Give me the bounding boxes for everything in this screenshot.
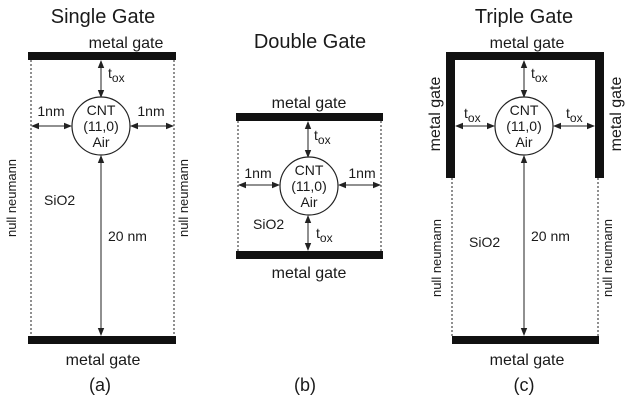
panel-c-cnt-core: Air (515, 134, 532, 150)
panel-a-right-spacing-label: 1nm (137, 103, 164, 119)
panel-a-top-metal-gate (28, 52, 176, 60)
panel-b: Double Gate metal gate metal gate tox 1n… (236, 31, 383, 395)
panel-c-cnt-label: CNT (510, 102, 539, 118)
panel-c-height-label: 20 nm (531, 228, 570, 244)
panel-b-oxide-label: SiO2 (253, 216, 284, 232)
panel-c-oxide-label: SiO2 (469, 234, 500, 250)
panel-a: Single Gate metal gate metal gate tox 1n… (4, 6, 191, 395)
panel-c-left-metal-gate (446, 52, 455, 178)
panel-c-right-metal-gate (595, 52, 604, 178)
panel-b-title: Double Gate (254, 31, 366, 53)
panel-c-left-tox-label: tox (464, 105, 481, 125)
panel-a-title: Single Gate (51, 6, 156, 28)
panel-a-oxide-label: SiO2 (44, 192, 75, 208)
panel-a-bottom-gate-label: metal gate (66, 352, 141, 369)
panel-c-title: Triple Gate (475, 6, 573, 28)
panel-b-bottom-metal-gate (236, 251, 383, 259)
panel-c-top-metal-gate (446, 52, 604, 60)
panel-a-left-spacing-label: 1nm (37, 103, 64, 119)
panel-a-top-gate-label: metal gate (89, 35, 164, 52)
panel-b-top-gate-label: metal gate (272, 95, 347, 112)
panel-b-cnt-core: Air (300, 194, 317, 210)
panel-c-bottom-gate-label: metal gate (490, 352, 565, 369)
panel-a-tox-label: tox (108, 65, 125, 85)
panel-a-cnt-label: CNT (87, 102, 116, 118)
panel-c-top-gate-label: metal gate (490, 35, 565, 52)
panel-b-top-tox-label: tox (314, 127, 331, 147)
panel-a-height-label: 20 nm (108, 228, 147, 244)
panel-a-bottom-metal-gate (28, 336, 176, 344)
panel-c-left-gate-label: metal gate (427, 77, 444, 152)
panel-a-left-boundary-label: null neumann (4, 159, 19, 237)
panel-b-cnt-chirality: (11,0) (291, 178, 327, 194)
panel-b-cnt-label: CNT (295, 162, 324, 178)
panel-c-caption: (c) (514, 375, 535, 395)
panel-c-right-boundary-label: null neumann (600, 219, 615, 297)
panel-c-right-tox-label: tox (566, 105, 583, 125)
panel-c: Triple Gate metal gate metal gate metal … (427, 6, 625, 395)
panel-b-bottom-gate-label: metal gate (272, 265, 347, 282)
panel-a-cnt-core: Air (92, 134, 109, 150)
panel-c-top-tox-label: tox (531, 65, 548, 85)
panel-c-cnt-chirality: (11,0) (506, 118, 542, 134)
panel-a-right-boundary-label: null neumann (176, 159, 191, 237)
panel-c-right-gate-label: metal gate (608, 77, 625, 152)
panel-a-cnt-chirality: (11,0) (83, 118, 119, 134)
panel-b-left-spacing-label: 1nm (244, 165, 271, 181)
panel-c-left-boundary-label: null neumann (429, 219, 444, 297)
panel-c-bottom-metal-gate (452, 336, 599, 344)
panel-a-caption: (a) (89, 375, 111, 395)
panel-b-top-metal-gate (236, 113, 383, 121)
panel-b-right-spacing-label: 1nm (348, 165, 375, 181)
panel-b-bottom-tox-label: tox (316, 225, 333, 245)
panel-b-caption: (b) (294, 375, 316, 395)
